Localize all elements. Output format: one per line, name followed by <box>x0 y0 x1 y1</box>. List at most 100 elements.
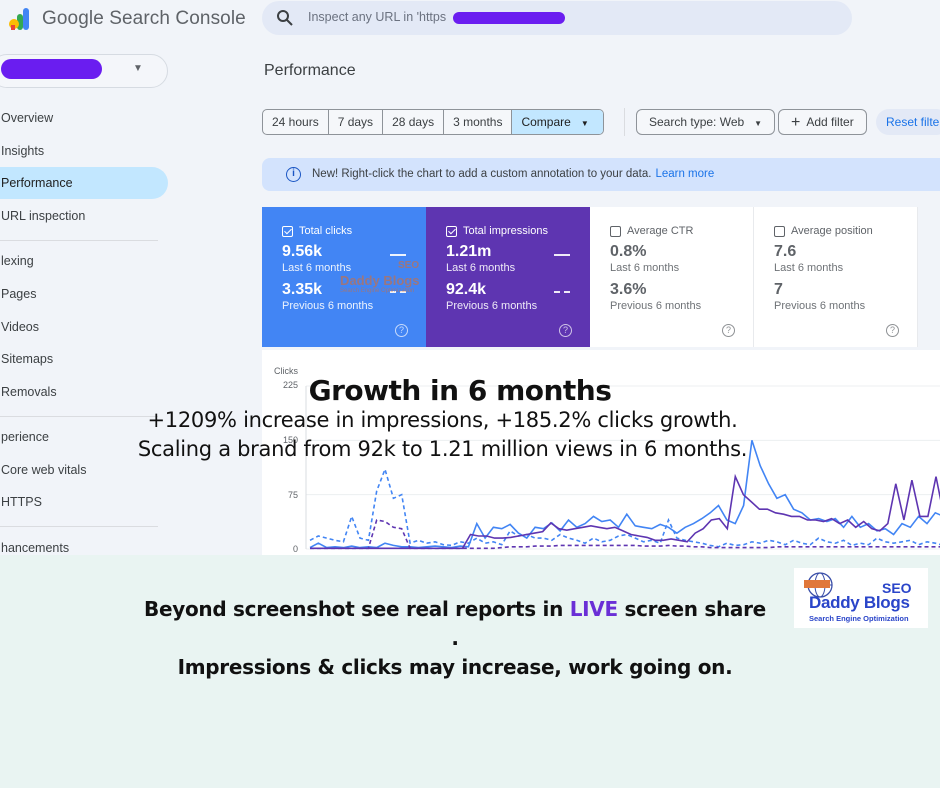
metric-card-total-impressions[interactable]: Total impressions 1.21m Last 6 months 92… <box>426 207 590 347</box>
metric-label: Total impressions <box>463 225 548 237</box>
property-selector[interactable]: ▼ <box>0 54 168 88</box>
reset-filters-button[interactable]: Reset filte <box>876 109 940 135</box>
sidebar-item-videos[interactable]: Videos <box>1 320 39 334</box>
growth-title: Growth in 6 months <box>308 374 612 407</box>
search-icon <box>277 10 293 26</box>
growth-line-1: +1209% increase in impressions, +185.2% … <box>147 408 738 432</box>
add-filter-button[interactable]: + Add filter <box>778 109 867 135</box>
metric-previous-value: 3.6% <box>610 281 647 298</box>
sidebar-section-experience: perience <box>1 430 49 444</box>
footer-line-2: . <box>451 626 459 650</box>
search-console-app: Google Search Console ▼ Overview Insight… <box>0 0 940 555</box>
footer-text: Beyond screenshot see real reports in <box>144 597 570 621</box>
footer-text: screen share <box>617 597 767 621</box>
checkbox-unchecked-icon[interactable] <box>774 225 785 237</box>
metric-current-period: Last 6 months <box>446 262 516 274</box>
y-axis-label: Clicks <box>274 366 298 376</box>
metric-label: Total clicks <box>299 225 353 237</box>
metric-previous-period: Previous 6 months <box>282 300 374 312</box>
dashed-line-legend-icon <box>554 291 570 293</box>
sidebar-item-https[interactable]: HTTPS <box>1 495 42 509</box>
date-range-selector: 24 hours 7 days 28 days 3 months Compare… <box>262 109 604 135</box>
metric-card-total-clicks[interactable]: Total clicks 9.56k Last 6 months 3.35k P… <box>262 207 426 347</box>
y-tick: 225 <box>282 380 298 390</box>
metric-current-value: 0.8% <box>610 243 647 260</box>
metric-current-value: 1.21m <box>446 243 492 260</box>
page-title: Performance <box>264 62 356 79</box>
annotation-banner: i New! Right-click the chart to add a cu… <box>262 158 940 191</box>
solid-line-legend-icon <box>554 254 570 256</box>
metric-previous-period: Previous 6 months <box>774 300 866 312</box>
help-icon[interactable]: ? <box>395 324 408 337</box>
help-icon[interactable]: ? <box>722 324 735 337</box>
growth-line-2: Scaling a brand from 92k to 1.21 million… <box>137 437 748 461</box>
y-tick: 0 <box>292 544 298 554</box>
sidebar-item-insights[interactable]: Insights <box>1 144 45 158</box>
metric-current-period: Last 6 months <box>610 262 680 274</box>
info-icon: i <box>286 167 301 182</box>
metric-label: Average position <box>791 225 873 237</box>
globe-icon <box>804 572 833 598</box>
help-icon[interactable]: ? <box>886 324 899 337</box>
checkbox-unchecked-icon[interactable] <box>610 225 621 237</box>
search-type-label: Search type: Web <box>649 115 745 129</box>
sidebar-item-pages[interactable]: Pages <box>1 287 37 301</box>
sidebar-item-performance[interactable]: Performance <box>0 167 168 199</box>
learn-more-link[interactable]: Learn more <box>655 168 715 180</box>
sidebar-divider <box>0 526 158 527</box>
checkbox-checked-icon[interactable] <box>446 225 457 237</box>
range-compare[interactable]: Compare ▼ <box>512 110 603 134</box>
range-compare-label: Compare <box>521 115 571 129</box>
sidebar-item-removals[interactable]: Removals <box>1 385 57 399</box>
dashed-line-legend-icon <box>390 291 406 293</box>
chevron-down-icon: ▼ <box>580 119 589 128</box>
sidebar-item-url-inspection[interactable]: URL inspection <box>1 209 86 223</box>
product-name: Google Search Console <box>42 8 246 29</box>
y-tick: 75 <box>287 490 298 500</box>
metric-current-value: 9.56k <box>282 243 323 260</box>
badge-subtitle: Search Engine Optimization <box>809 614 909 623</box>
sidebar-item-overview[interactable]: Overview <box>1 111 54 125</box>
sidebar-divider <box>0 416 158 417</box>
url-redacted <box>453 12 565 24</box>
performance-chart[interactable]: Clicks 225 150 75 0 <box>262 350 940 555</box>
add-filter-label: Add filter <box>806 115 854 129</box>
sidebar-item-core-web-vitals[interactable]: Core web vitals <box>1 463 87 477</box>
metric-current-period: Last 6 months <box>774 262 844 274</box>
badge-tag: SEO <box>882 580 912 596</box>
metric-label: Average CTR <box>627 225 694 237</box>
footer-line-1: Beyond screenshot see real reports in LI… <box>0 597 910 621</box>
range-3-months[interactable]: 3 months <box>444 110 513 134</box>
metric-current-value: 7.6 <box>774 243 797 260</box>
sidebar-item-sitemaps[interactable]: Sitemaps <box>1 352 54 366</box>
sidebar-section-indexing: lexing <box>1 254 34 268</box>
banner-text: New! Right-click the chart to add a cust… <box>312 168 652 180</box>
chevron-down-icon: ▼ <box>754 119 763 128</box>
plus-icon: + <box>791 114 801 131</box>
search-input[interactable]: Inspect any URL in 'https <box>308 10 447 24</box>
metric-previous-value: 92.4k <box>446 281 487 298</box>
metric-previous-value: 3.35k <box>282 281 323 298</box>
range-24-hours[interactable]: 24 hours <box>263 110 329 134</box>
seo-daddy-blogs-badge: SEO Daddy Blogs Search Engine Optimizati… <box>794 568 928 628</box>
search-type-dropdown[interactable]: Search type: Web ▼ <box>636 109 776 135</box>
range-7-days[interactable]: 7 days <box>329 110 384 134</box>
metric-card-average-ctr[interactable]: Average CTR 0.8% Last 6 months 3.6% Prev… <box>590 207 754 347</box>
chart-plot-area <box>305 385 940 550</box>
gsc-logo[interactable]: Google Search Console <box>8 6 246 32</box>
url-inspection-search[interactable]: Inspect any URL in 'https <box>262 1 852 35</box>
gsc-logo-icon <box>9 8 29 30</box>
checkbox-checked-icon[interactable] <box>282 225 293 237</box>
solid-line-legend-icon <box>390 254 406 256</box>
help-icon[interactable]: ? <box>559 324 572 337</box>
property-name-redacted <box>1 59 102 79</box>
y-tick: 150 <box>282 435 298 445</box>
metric-previous-value: 7 <box>774 281 783 298</box>
metric-previous-period: Previous 6 months <box>446 300 538 312</box>
live-highlight: LIVE <box>569 597 618 621</box>
footer-line-3: Impressions & clicks may increase, work … <box>177 655 733 679</box>
metric-previous-period: Previous 6 months <box>610 300 702 312</box>
metric-cards: Total clicks 9.56k Last 6 months 3.35k P… <box>262 207 940 347</box>
range-28-days[interactable]: 28 days <box>383 110 445 134</box>
metric-card-average-position[interactable]: Average position 7.6 Last 6 months 7 Pre… <box>754 207 918 347</box>
